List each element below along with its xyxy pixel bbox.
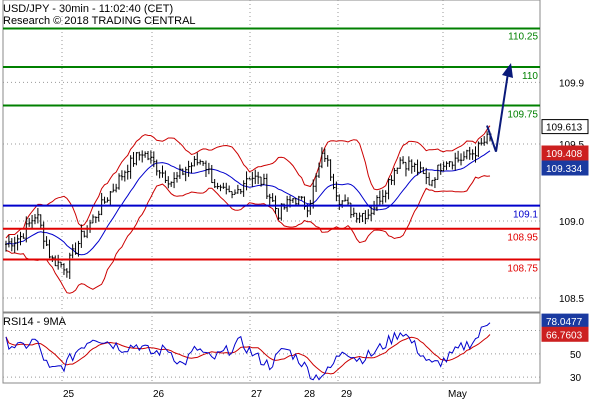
y-tick-label: 108.5 [559, 294, 584, 305]
price-tag-bb [541, 145, 589, 161]
rsi-tag-label-ma: 66.7603 [546, 330, 583, 341]
projection-arrow-stem [495, 72, 509, 152]
price-tag-ma [541, 160, 589, 176]
y-tick-label: 109.9 [559, 78, 584, 89]
level-label-support: 108.95 [507, 233, 538, 244]
moving-average-line [5, 150, 491, 256]
rsi-tag-ma [541, 326, 589, 342]
bollinger-lower-band [5, 175, 491, 294]
x-tick-label: 27 [251, 389, 263, 400]
level-label-resistance: 110 [522, 71, 538, 82]
level-label-support: 108.75 [507, 264, 538, 275]
x-tick-label: 25 [63, 389, 75, 400]
projection-arrowhead [502, 63, 513, 78]
chart-title: USD/JPY - 30min - 11:02:40 (CET) [3, 3, 174, 15]
rsi-line [5, 322, 491, 381]
x-tick-label: 29 [341, 389, 353, 400]
x-tick-label: 28 [304, 389, 316, 400]
level-label-pivot: 109.1 [513, 210, 538, 221]
price-tag-price [541, 119, 589, 135]
rsi-y-tick-label: 30 [570, 373, 582, 384]
x-tick-label: 26 [153, 389, 165, 400]
rsi-tag-label-rsi: 78.0477 [546, 317, 583, 328]
x-tick-label: May [448, 389, 467, 400]
copyright-text: Research © 2018 TRADING CENTRAL [3, 15, 196, 27]
price-panel-frame [2, 0, 541, 313]
price-tag-label-ma: 109.334 [546, 164, 583, 175]
rsi-panel-frame [2, 312, 541, 384]
level-label-resistance: 109.75 [507, 110, 538, 121]
bollinger-upper-band [5, 125, 491, 239]
rsi-y-tick-label: 50 [570, 350, 582, 361]
projection-arrow-stem [486, 125, 497, 153]
level-label-resistance: 110.25 [508, 32, 538, 43]
price-tag-label-price: 109.613 [546, 123, 583, 134]
price-tag-label-bb: 109.408 [546, 149, 583, 160]
y-tick-label: 109.0 [559, 217, 584, 228]
rsi-panel-label: RSI14 - 9MA [3, 316, 66, 328]
